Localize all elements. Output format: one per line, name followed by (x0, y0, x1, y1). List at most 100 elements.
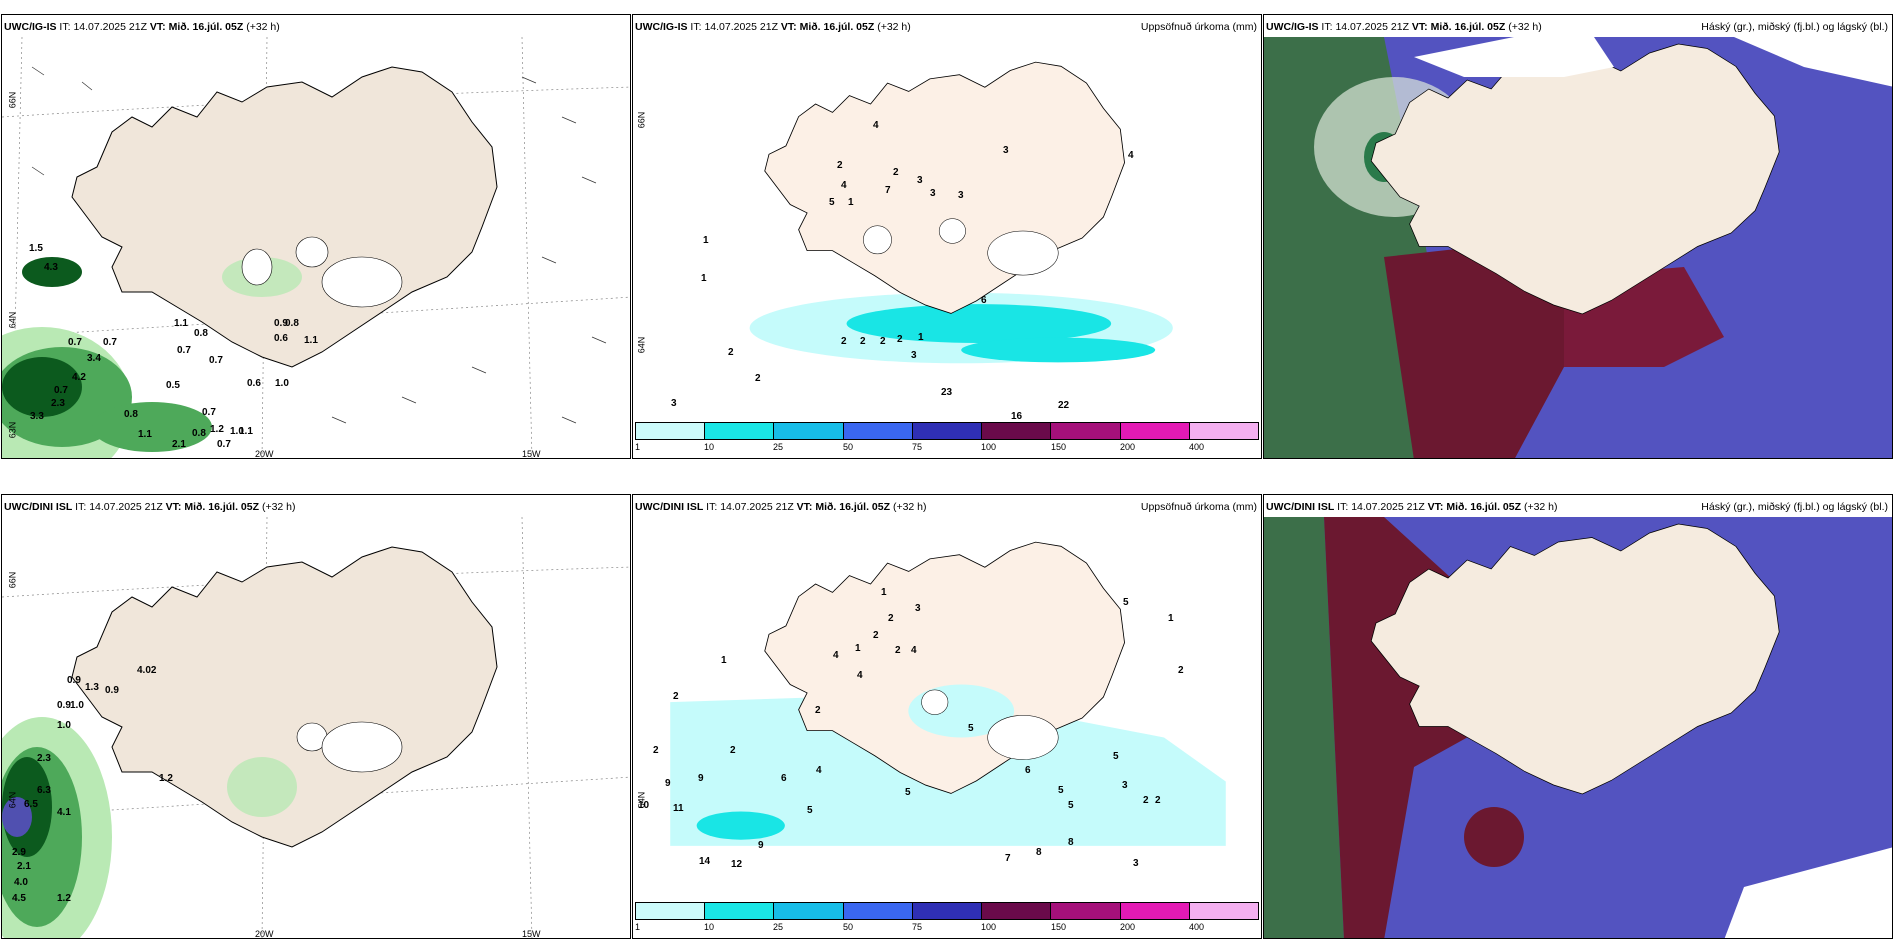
colorbar-swatch (1051, 903, 1121, 919)
value-label: 1.2 (57, 893, 71, 904)
lat-label: 66N (7, 571, 18, 589)
value-label: 2 (897, 334, 903, 345)
value-label: 1 (721, 655, 727, 666)
value-label: 0.7 (202, 407, 216, 418)
value-label: 3 (958, 190, 964, 201)
value-label: 6 (781, 773, 787, 784)
colorbar-swatch (982, 423, 1052, 439)
colorbar-tick: 75 (912, 922, 923, 932)
value-label: 1 (1168, 613, 1174, 624)
colorbar-tick: 1 (635, 922, 641, 932)
value-label: 6.3 (37, 785, 51, 796)
value-label: 1.3 (85, 682, 99, 693)
value-label: 0.7 (177, 345, 191, 356)
value-label: 1.0 (57, 720, 71, 731)
panel-header: UWC/DINI ISL IT: 14.07.2025 21Z VT: Mið.… (1266, 501, 1558, 513)
value-label: 2 (653, 745, 659, 756)
colorbar-swatch (705, 903, 775, 919)
value-label: 4 (1128, 150, 1134, 161)
colorbar-swatch (705, 423, 775, 439)
value-label: 2 (837, 160, 843, 171)
value-label: 2 (873, 630, 879, 641)
value-label: 2.3 (51, 398, 65, 409)
panel-dini-precip: UWC/DINI ISL IT: 14.07.2025 21Z VT: Mið.… (632, 494, 1262, 939)
value-label: 1.2 (159, 773, 173, 784)
value-label: 0.8 (192, 428, 206, 439)
value-label: 0.5 (166, 380, 180, 391)
colorbar-swatch (912, 423, 983, 439)
value-label: 9 (665, 778, 671, 789)
panel-right-title: Háský (gr.), miðský (fj.bl.) og lágský (… (1701, 21, 1888, 33)
colorbar-ticks: 1 10 25 50 75 100 150 200 400 (635, 922, 1259, 936)
panel-header: UWC/DINI ISL IT: 14.07.2025 21Z VT: Mið.… (635, 501, 927, 513)
value-label: 5 (1123, 597, 1129, 608)
panel-igis-cloud: UWC/IG-IS IT: 14.07.2025 21Z VT: Mið. 16… (1263, 14, 1893, 459)
value-label: 2 (895, 645, 901, 656)
colorbar-tick: 400 (1189, 442, 1205, 452)
value-label: 0.7 (68, 337, 82, 348)
value-label: 14 (699, 856, 711, 867)
value-label: 3 (1133, 858, 1139, 869)
map-cloud (1264, 517, 1892, 938)
map-cloud (1264, 37, 1892, 458)
value-label: 2 (815, 705, 821, 716)
value-label: 4 (833, 650, 839, 661)
colorbar-tick: 1 (635, 442, 641, 452)
colorbar-tick: 150 (1051, 922, 1067, 932)
value-label: 1 (703, 235, 709, 246)
value-label: 2 (1178, 665, 1184, 676)
value-label: 3.3 (30, 411, 44, 422)
colorbar-tick: 10 (704, 922, 715, 932)
colorbar-tick: 200 (1120, 922, 1136, 932)
value-label: 9 (758, 840, 764, 851)
value-label: 4.1 (57, 807, 71, 818)
value-label: 4 (873, 120, 879, 131)
map-precip (670, 37, 1226, 366)
value-label: 12 (731, 859, 743, 870)
lat-label: 64N (7, 791, 18, 809)
value-label: 0.8 (285, 318, 299, 329)
lat-label: 63N (7, 421, 18, 439)
value-label: 1 (881, 587, 887, 598)
colorbar-swatch (982, 903, 1052, 919)
value-label: 4.2 (72, 372, 86, 383)
panel-igis-precip: UWC/IG-IS IT: 14.07.2025 21Z VT: Mið. 16… (632, 14, 1262, 459)
colorbar-swatch (1189, 903, 1258, 919)
colorbar-tick: 75 (912, 442, 923, 452)
value-label: 7 (1005, 853, 1011, 864)
value-label: 0.9 (105, 685, 119, 696)
value-label: 2 (730, 745, 736, 756)
value-label: 0.8 (194, 328, 208, 339)
lon-label: 20W (255, 449, 274, 459)
value-label: 9 (698, 773, 704, 784)
value-label: 5 (968, 723, 974, 734)
value-label: 2.3 (37, 753, 51, 764)
value-label: 2.1 (17, 861, 31, 872)
panel-dini-cloud: UWC/DINI ISL IT: 14.07.2025 21Z VT: Mið.… (1263, 494, 1893, 939)
value-label: 11 (673, 803, 684, 814)
panel-igis-wind: UWC/IG-IS IT: 14.07.2025 21Z VT: Mið. 16… (1, 14, 631, 459)
lat-label: 64N (636, 336, 647, 354)
value-label: 5 (829, 197, 835, 208)
colorbar-tick: 150 (1051, 442, 1067, 452)
panel-header: UWC/DINI ISL IT: 14.07.2025 21Z VT: Mið.… (4, 501, 296, 513)
panel-header: UWC/IG-IS IT: 14.07.2025 21Z VT: Mið. 16… (635, 21, 911, 33)
value-label: 2 (888, 613, 894, 624)
value-label: 2 (880, 336, 886, 347)
colorbar-swatch (774, 423, 844, 439)
value-label: 1.1 (174, 318, 188, 329)
value-label: 4.5 (12, 893, 26, 904)
colorbar-tick: 100 (981, 442, 997, 452)
colorbar-swatch (1120, 903, 1190, 919)
lon-label: 20W (255, 929, 274, 939)
map-wind (2, 37, 630, 458)
value-label: 2 (860, 336, 866, 347)
value-label: 4 (841, 180, 847, 191)
value-label: 3 (1003, 145, 1009, 156)
value-label: 3 (671, 398, 677, 409)
value-label: 5 (807, 805, 813, 816)
value-label: 2 (1155, 795, 1161, 806)
map-wind (2, 517, 630, 938)
colorbar-swatch (636, 423, 706, 439)
value-label: 1.5 (29, 243, 43, 254)
